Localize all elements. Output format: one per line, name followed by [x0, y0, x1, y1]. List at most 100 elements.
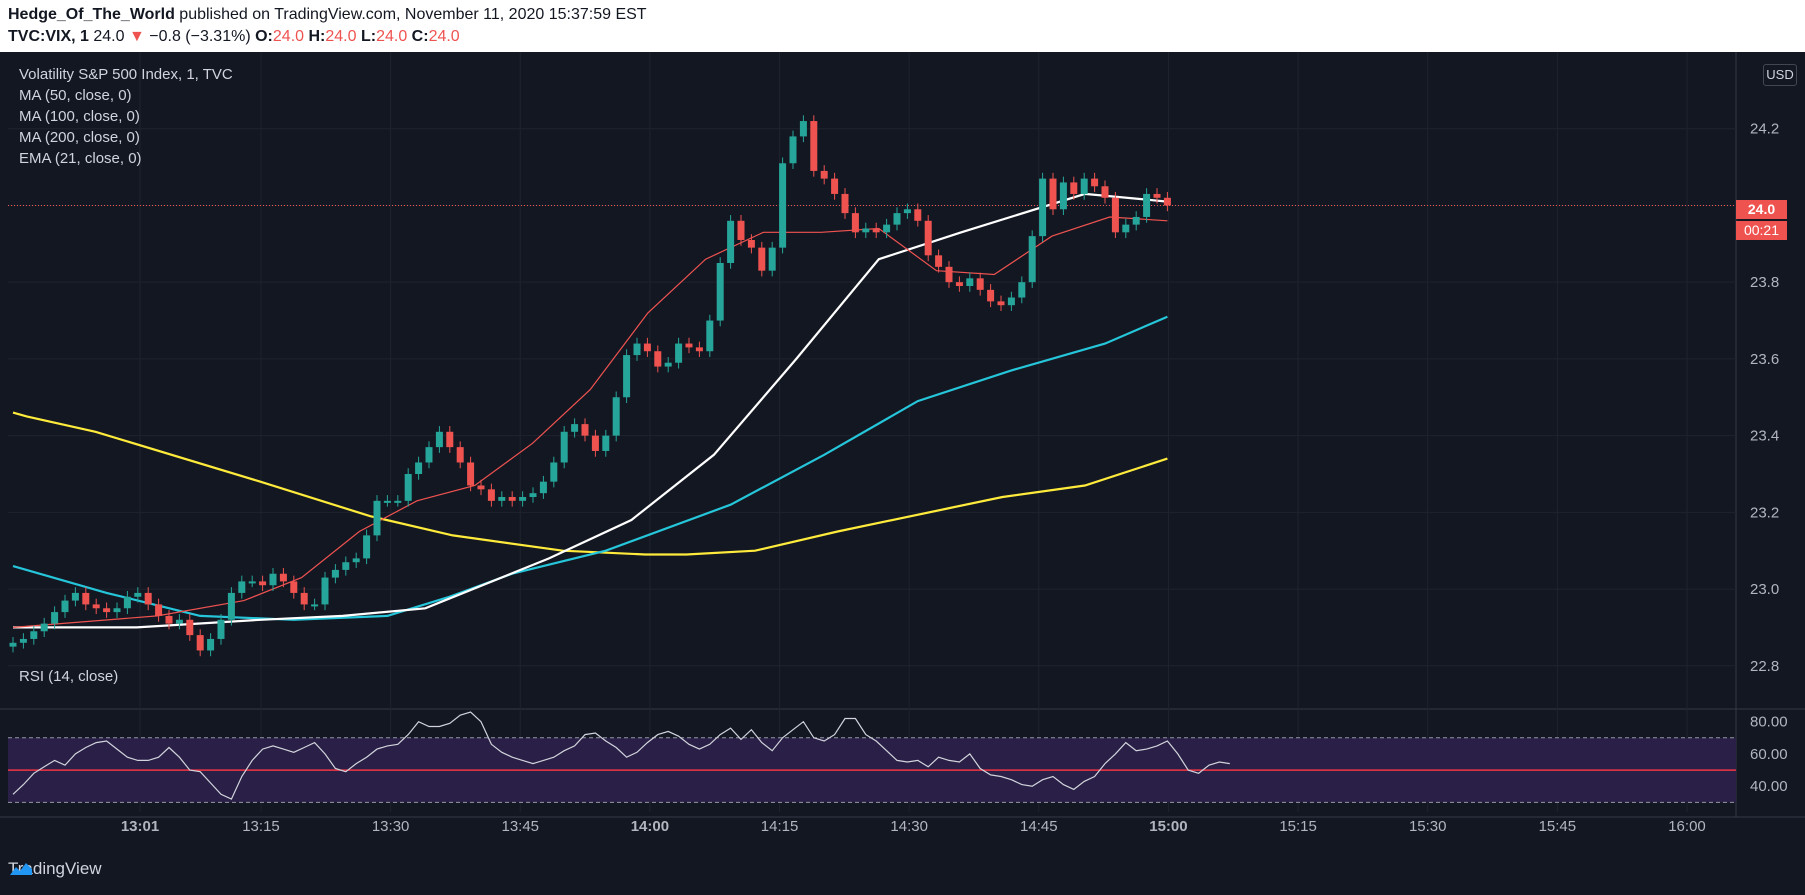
candle[interactable] — [373, 500, 381, 536]
candle[interactable] — [352, 558, 360, 563]
legend-series[interactable]: Volatility S&P 500 Index, 1, TVC — [19, 66, 233, 83]
candle[interactable] — [446, 431, 454, 448]
candle[interactable] — [487, 489, 495, 501]
candle[interactable] — [300, 592, 308, 605]
candle[interactable] — [404, 473, 412, 501]
candle[interactable] — [113, 608, 121, 613]
candle[interactable] — [841, 193, 849, 214]
candle[interactable] — [1143, 193, 1151, 217]
candle[interactable] — [123, 596, 131, 609]
candle[interactable] — [269, 573, 277, 586]
candle[interactable] — [924, 220, 932, 256]
candle[interactable] — [238, 581, 246, 593]
candle[interactable] — [207, 638, 215, 651]
candle[interactable] — [311, 604, 319, 607]
candle[interactable] — [893, 213, 901, 225]
candle[interactable] — [1018, 282, 1026, 298]
candle[interactable] — [342, 562, 350, 570]
candle[interactable] — [9, 642, 17, 647]
candle[interactable] — [519, 497, 527, 501]
candle[interactable] — [82, 592, 90, 605]
candle[interactable] — [1163, 197, 1171, 206]
candle[interactable] — [1153, 193, 1161, 198]
candle[interactable] — [612, 397, 620, 436]
candle[interactable] — [498, 497, 506, 501]
candle[interactable] — [155, 604, 163, 616]
rsi-legend[interactable]: RSI (14, close) — [19, 668, 119, 685]
candle[interactable] — [259, 581, 267, 586]
candle[interactable] — [820, 170, 828, 179]
candle[interactable] — [1049, 178, 1057, 210]
candle[interactable] — [165, 615, 173, 624]
candle[interactable] — [425, 447, 433, 463]
candle[interactable] — [331, 569, 339, 578]
candle[interactable] — [394, 500, 402, 503]
candle[interactable] — [1028, 236, 1036, 283]
candle[interactable] — [935, 255, 943, 267]
candle[interactable] — [623, 355, 631, 398]
candle[interactable] — [467, 462, 475, 486]
candle[interactable] — [103, 608, 111, 613]
legend-ema21[interactable]: EMA (21, close, 0) — [19, 150, 142, 167]
candle[interactable] — [654, 351, 662, 367]
candle[interactable] — [581, 424, 589, 436]
legend-ma100[interactable]: MA (100, close, 0) — [19, 108, 140, 125]
currency-button[interactable]: USD — [1763, 64, 1797, 86]
candle[interactable] — [789, 136, 797, 164]
candle[interactable] — [675, 343, 683, 363]
candle[interactable] — [1091, 178, 1099, 187]
candle[interactable] — [997, 301, 1005, 306]
candle[interactable] — [383, 500, 391, 503]
candle[interactable] — [456, 447, 464, 463]
candle[interactable] — [435, 431, 443, 448]
candle[interactable] — [1080, 178, 1088, 194]
candle[interactable] — [560, 431, 568, 463]
candle[interactable] — [727, 220, 735, 263]
candle[interactable] — [1101, 186, 1109, 198]
candle[interactable] — [1007, 297, 1015, 306]
candle[interactable] — [290, 581, 298, 593]
candle[interactable] — [685, 343, 693, 348]
candle[interactable] — [851, 213, 859, 233]
candle[interactable] — [134, 592, 142, 597]
candle[interactable] — [477, 485, 485, 490]
candle[interactable] — [321, 577, 329, 605]
candle[interactable] — [883, 224, 891, 233]
candle[interactable] — [966, 278, 974, 287]
candle[interactable] — [363, 535, 371, 559]
candle[interactable] — [768, 247, 776, 271]
candle[interactable] — [831, 178, 839, 194]
candle[interactable] — [1111, 197, 1119, 233]
candle[interactable] — [737, 220, 745, 240]
candle[interactable] — [186, 619, 194, 636]
candle[interactable] — [415, 462, 423, 474]
candle[interactable] — [602, 435, 610, 451]
candle[interactable] — [695, 347, 703, 352]
candle[interactable] — [862, 228, 870, 233]
candle[interactable] — [987, 289, 995, 302]
chart-canvas[interactable]: 24.2 24.0 23.8 23.6 23.4 23.2 23.0 22.8 13:01 13:… — [0, 52, 1805, 849]
candle[interactable] — [758, 247, 766, 271]
candle[interactable] — [1059, 182, 1067, 210]
candle[interactable] — [1039, 178, 1047, 237]
candle[interactable] — [508, 497, 516, 501]
candle[interactable] — [633, 343, 641, 356]
candle[interactable] — [945, 266, 953, 283]
author-name[interactable]: Hedge_Of_The_World — [8, 6, 175, 23]
candle[interactable] — [175, 619, 183, 624]
legend-ma50[interactable]: MA (50, close, 0) — [19, 87, 132, 104]
candle[interactable] — [227, 592, 235, 620]
candle[interactable] — [914, 209, 922, 221]
candle[interactable] — [872, 228, 880, 233]
candle[interactable] — [40, 623, 48, 632]
candle[interactable] — [539, 481, 547, 494]
candle[interactable] — [706, 320, 714, 352]
candle[interactable] — [903, 209, 911, 214]
candle[interactable] — [591, 435, 599, 451]
candle[interactable] — [92, 604, 100, 609]
candle[interactable] — [1070, 182, 1078, 194]
legend-ma200[interactable]: MA (200, close, 0) — [19, 129, 140, 146]
candle[interactable] — [217, 619, 225, 639]
candle[interactable] — [144, 592, 152, 605]
chart-area[interactable]: 24.2 24.0 23.8 23.6 23.4 23.2 23.0 22.8 13:01 13:… — [0, 52, 1805, 849]
